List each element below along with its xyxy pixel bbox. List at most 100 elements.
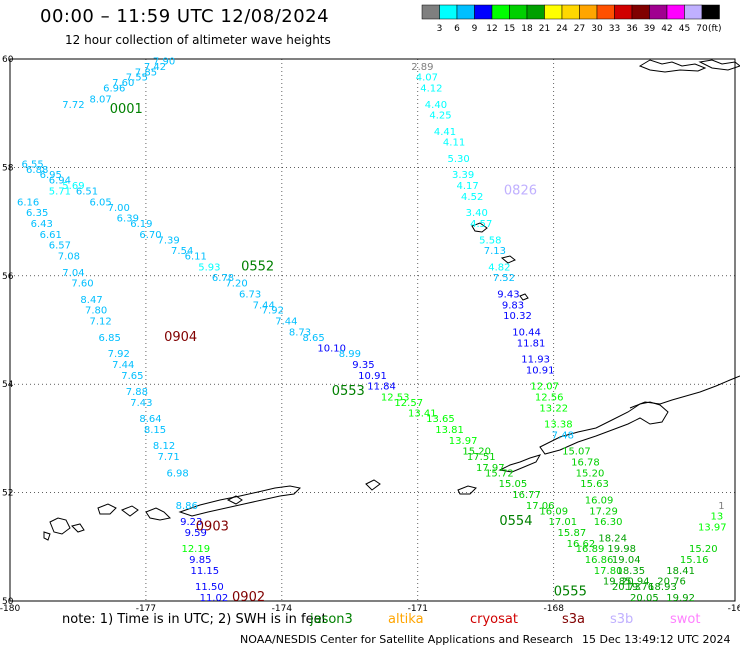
wave-height-value: 15.20 xyxy=(462,447,491,458)
satellite-legend-item: altika xyxy=(388,612,424,627)
wave-height-value: 6.57 xyxy=(49,241,71,252)
island-outline xyxy=(698,59,740,71)
colorbar-tick-label: 27 xyxy=(574,24,585,34)
wave-height-value: 6.51 xyxy=(76,187,98,198)
wave-height-value: 7.60 xyxy=(112,78,134,89)
wave-height-value: 4.12 xyxy=(420,84,442,95)
wave-height-value: 7.20 xyxy=(225,279,247,290)
island-outline xyxy=(71,523,85,533)
colorbar-swatch xyxy=(456,4,475,20)
longitude-label: -177 xyxy=(136,604,156,614)
wave-height-value: 7.44 xyxy=(112,360,134,371)
wave-height-value: 8.47 xyxy=(80,295,102,306)
colorbar-swatch xyxy=(421,4,440,20)
wave-height-value: 12.57 xyxy=(394,398,423,409)
footnote: note: 1) Time is in UTC; 2) SWH is in fe… xyxy=(62,612,327,627)
wave-height-value: 7.65 xyxy=(121,371,143,382)
wave-height-value: 16.89 xyxy=(576,544,605,555)
wave-height-value: 7.39 xyxy=(157,235,179,246)
colorbar-swatch xyxy=(596,4,615,20)
colorbar-swatch xyxy=(491,4,510,20)
colorbar-tick-label: 24 xyxy=(556,24,568,34)
wave-height-value: 16.62 xyxy=(567,539,596,550)
page-subtitle: 12 hour collection of altimeter wave hei… xyxy=(65,33,331,47)
wave-height-value: 17.97 xyxy=(476,463,505,474)
wave-height-value: 17.29 xyxy=(589,506,618,517)
wave-height-value: 19.98 xyxy=(607,544,636,555)
wave-height-value: 7.71 xyxy=(157,452,179,463)
wave-height-value: 8.86 xyxy=(176,501,198,512)
wave-height-value: 6.61 xyxy=(40,230,62,241)
wave-height-value: 8.73 xyxy=(289,327,311,338)
satellite-legend-item: swot xyxy=(670,612,701,627)
wave-height-value: 7.44 xyxy=(275,317,297,328)
colorbar-swatch xyxy=(439,4,458,20)
wave-height-value: 15.63 xyxy=(580,479,609,490)
wave-height-value: 11.15 xyxy=(191,566,220,577)
wave-height-value: 11.93 xyxy=(521,355,550,366)
wave-height-value: 20.76 xyxy=(657,577,686,588)
map-grid: -180 -177 -174 -171 -168 -16 60 58 56 54 52 50 xyxy=(0,55,740,614)
pass-id-label: 0554 xyxy=(499,514,532,529)
satellite-legend-item: jason3 xyxy=(310,612,353,627)
island-outline xyxy=(519,293,529,301)
wave-height-value: 4.40 xyxy=(425,100,447,111)
wave-height-value: 15.16 xyxy=(680,555,709,566)
colorbar-swatch xyxy=(684,4,703,20)
island-outline xyxy=(145,507,172,521)
colorbar-swatch xyxy=(614,4,633,20)
colorbar-swatch xyxy=(509,4,528,20)
wave-height-value: 4.11 xyxy=(443,138,465,149)
colorbar-tick-label: 30 xyxy=(591,24,603,34)
wave-height-value: 9.85 xyxy=(189,555,211,566)
wave-height-value: 4.57 xyxy=(470,219,492,230)
colorbar-unit: (ft) xyxy=(708,24,722,34)
map-frame xyxy=(9,58,736,602)
pass-id-label: 0903 xyxy=(196,520,229,535)
wave-height-value: 12.56 xyxy=(535,392,564,403)
colorbar-tick-label: 12 xyxy=(486,24,497,34)
wave-height-value: 12.07 xyxy=(530,382,559,393)
wave-height-value: 7.08 xyxy=(58,252,80,263)
colorbar-tick-label: 18 xyxy=(521,24,533,34)
wave-height-value: 6.55 xyxy=(22,159,44,170)
wave-height-value: 7.60 xyxy=(71,279,93,290)
colorbar-swatch xyxy=(526,4,545,20)
wave-height-value: 6.70 xyxy=(139,230,161,241)
wave-height-value: 6.73 xyxy=(239,289,261,300)
pass-id-label: 0555 xyxy=(554,585,587,600)
colorbar-tick-label: 21 xyxy=(539,24,550,34)
wave-height-value: 7.92 xyxy=(262,306,284,317)
satellite-legend-item: s3a xyxy=(562,612,586,627)
wave-height-value: 16.30 xyxy=(594,517,623,528)
wave-height-value: 2.89 xyxy=(411,62,433,73)
altimeter-tracks: 7.72 8.076.967.607.557.857.427.906.556.88… xyxy=(17,56,727,604)
wave-height-value: 7.85 xyxy=(135,67,157,78)
wave-height-value: 7.72 xyxy=(62,100,84,111)
wave-height-value: 4.52 xyxy=(461,192,483,203)
wave-height-value: 4.17 xyxy=(457,181,479,192)
latitude-label: 52 xyxy=(2,489,13,499)
colorbar-swatch xyxy=(474,4,493,20)
pass-id-label: 0553 xyxy=(332,384,365,399)
colorbar-tick-label: 6 xyxy=(454,24,460,34)
wave-height-value: 5.58 xyxy=(479,235,501,246)
wave-height-value: 8.99 xyxy=(339,349,361,360)
colorbar-swatch xyxy=(701,4,720,20)
wave-height-value: 12.53 xyxy=(381,392,410,403)
colorbar-swatch xyxy=(666,4,685,20)
longitude-label: -168 xyxy=(544,604,565,614)
wave-height-value: 13.97 xyxy=(449,436,478,447)
wave-height-value: 6.88 xyxy=(26,165,48,176)
wave-height-value: 8.65 xyxy=(302,333,324,344)
wave-height-value: 6.43 xyxy=(31,219,53,230)
island-outline xyxy=(629,375,740,409)
colorbar-tick-label: 39 xyxy=(644,24,656,34)
longitude-label: -174 xyxy=(272,604,293,614)
wave-height-value: 13.81 xyxy=(435,425,464,436)
wave-height-value: 11.50 xyxy=(195,582,224,593)
wave-height-value: 6.78 xyxy=(212,273,234,284)
latitude-label: 50 xyxy=(2,597,14,607)
wave-height-value: 15.20 xyxy=(689,544,718,555)
wave-height-value: 13.97 xyxy=(698,523,727,534)
